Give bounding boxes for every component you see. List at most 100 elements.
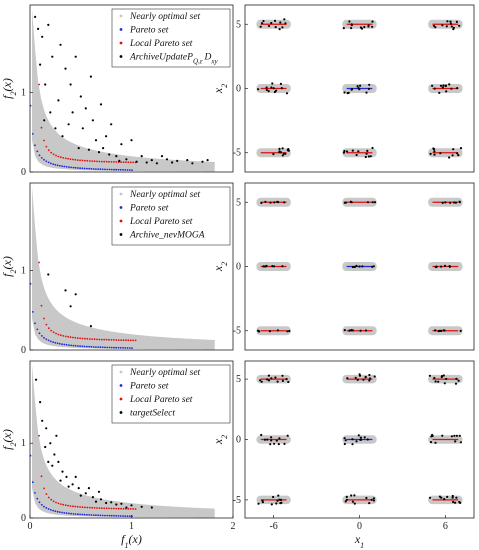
- archive-point: [79, 95, 82, 98]
- cluster: [256, 433, 291, 446]
- archive-point: [61, 135, 64, 138]
- pareto-point: [68, 512, 70, 515]
- local-pareto-point: [69, 158, 72, 161]
- local-pareto-point: [125, 161, 127, 164]
- archive-point: [105, 135, 108, 138]
- local-pareto-point: [59, 503, 62, 505]
- pareto-point: [117, 515, 120, 517]
- pareto-point: [61, 511, 63, 514]
- archive-point: [262, 265, 265, 268]
- local-pareto-point: [81, 506, 84, 509]
- archive-point: [368, 373, 371, 377]
- archive-point: [351, 149, 354, 152]
- local-pareto-point: [57, 333, 60, 336]
- archive-point: [455, 377, 458, 380]
- nearly-optimal-band: [32, 364, 215, 518]
- archive-point: [39, 401, 42, 404]
- archive-point: [444, 84, 447, 88]
- local-pareto-point: [38, 434, 40, 437]
- archive-point: [428, 374, 431, 377]
- local-pareto-point: [50, 329, 53, 332]
- archive-point: [438, 91, 441, 94]
- pareto-point: [131, 347, 133, 349]
- archive-point: [285, 92, 289, 95]
- y-axis-label: f2(x): [0, 429, 18, 450]
- cluster: [342, 373, 377, 384]
- cluster: [256, 147, 291, 158]
- local-pareto-point: [105, 507, 108, 510]
- pareto-point: [31, 133, 34, 135]
- local-pareto-point: [113, 161, 115, 163]
- archive-point: [450, 25, 453, 28]
- cluster: [256, 262, 291, 271]
- archive-point: [367, 155, 370, 158]
- local-pareto-point: [55, 154, 57, 157]
- local-pareto-point: [110, 339, 113, 341]
- archive-point: [110, 123, 113, 126]
- local-pareto-point: [100, 507, 103, 510]
- pareto-point: [83, 167, 86, 170]
- archive-point: [264, 265, 267, 268]
- archive-point: [356, 85, 359, 88]
- pareto-point: [74, 166, 77, 169]
- local-pareto-point: [86, 337, 89, 340]
- archive-point: [434, 441, 437, 444]
- archive-point: [270, 439, 273, 442]
- local-pareto-point: [115, 339, 118, 341]
- pareto-point: [79, 513, 81, 516]
- pareto-point: [47, 161, 50, 164]
- pareto-point: [128, 169, 131, 171]
- local-pareto-point: [93, 338, 96, 341]
- archive-point: [457, 379, 460, 382]
- archive-point: [268, 330, 271, 333]
- local-pareto-point: [98, 160, 101, 163]
- local-pareto-point: [45, 145, 48, 148]
- archive-point: [368, 83, 371, 86]
- pareto-point: [38, 501, 41, 504]
- archive-point: [455, 496, 458, 499]
- archive-point: [44, 445, 47, 449]
- pareto-point: [58, 511, 61, 513]
- archive-point: [274, 26, 277, 29]
- pareto-point: [79, 345, 81, 348]
- pareto-point: [124, 515, 127, 517]
- archive-point: [272, 87, 275, 90]
- pareto-point: [77, 167, 79, 169]
- pareto-point: [31, 311, 34, 313]
- archive-point: [287, 380, 290, 384]
- archive-point: [350, 329, 353, 332]
- legend-entry-label: Local Pareto set: [129, 39, 193, 49]
- archive-point: [370, 498, 373, 501]
- legend-entry-label: Pareto set: [129, 382, 169, 392]
- archive-point: [459, 329, 462, 332]
- local-pareto-point: [74, 505, 77, 508]
- archive-point: [57, 99, 60, 102]
- local-pareto-point: [91, 160, 94, 163]
- archive-point: [367, 25, 370, 28]
- pareto-point: [99, 168, 102, 171]
- archive-point: [150, 159, 153, 162]
- cluster: [342, 197, 377, 207]
- archive-point: [358, 265, 361, 268]
- local-pareto-point: [50, 151, 53, 154]
- archive-point: [130, 139, 133, 142]
- local-pareto-point: [113, 507, 115, 510]
- archive-point: [452, 28, 455, 31]
- local-pareto-series: [38, 261, 137, 342]
- pareto-point: [113, 514, 115, 517]
- pareto-point: [58, 164, 61, 167]
- cluster: [256, 326, 291, 336]
- archive-point: [449, 201, 452, 204]
- archive-point: [433, 153, 436, 156]
- legend-entry-label: Pareto set: [129, 26, 169, 36]
- archive-point: [47, 23, 50, 26]
- archive-point: [359, 26, 362, 29]
- archive-point: [266, 378, 269, 381]
- pareto-point: [122, 515, 124, 517]
- archive-point: [286, 330, 289, 333]
- pareto-point: [108, 346, 111, 349]
- archive-point: [39, 63, 42, 66]
- pareto-point: [115, 515, 118, 517]
- legend-marker: [119, 41, 123, 45]
- pareto-point: [124, 169, 127, 171]
